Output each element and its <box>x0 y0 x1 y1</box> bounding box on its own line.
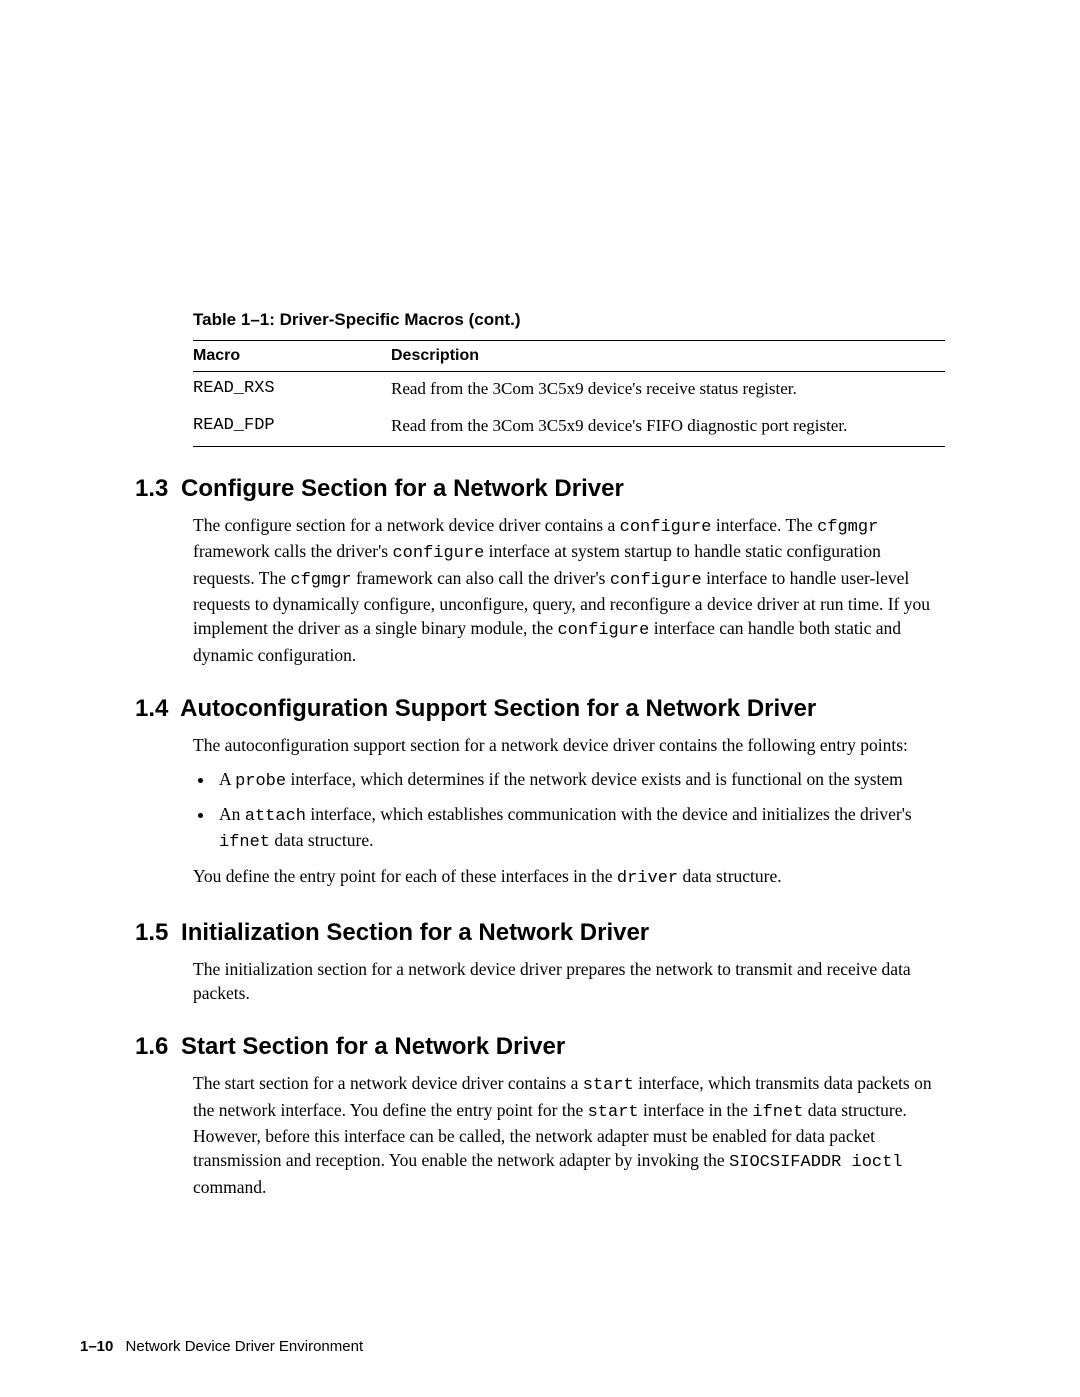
section-1-4-body: The autoconfiguration support section fo… <box>193 733 945 891</box>
section-1-5-body: The initialization section for a network… <box>193 957 945 1005</box>
section-1-3-body: The configure section for a network devi… <box>193 513 945 667</box>
desc-cell: Read from the 3Com 3C5x9 device's receiv… <box>391 372 945 409</box>
macro-cell: READ_FDP <box>193 409 391 446</box>
code-inline: attach <box>245 807 306 826</box>
code-inline: ifnet <box>219 833 270 852</box>
code-inline: start <box>583 1076 634 1095</box>
code-inline: ifnet <box>752 1103 803 1122</box>
text: An <box>219 804 245 824</box>
paragraph: The autoconfiguration support section fo… <box>193 733 945 757</box>
code-inline: driver <box>617 869 678 888</box>
table-row: READ_RXS Read from the 3Com 3C5x9 device… <box>193 372 945 409</box>
macros-table: Macro Description READ_RXS Read from the… <box>193 340 945 447</box>
table-header-row: Macro Description <box>193 341 945 372</box>
text: You define the entry point for each of t… <box>193 866 617 886</box>
text: A <box>219 769 235 789</box>
heading-title: Configure Section for a Network Driver <box>181 475 624 502</box>
text: The configure section for a network devi… <box>193 515 620 535</box>
section-1-6-body: The start section for a network device d… <box>193 1071 945 1199</box>
col-description: Description <box>391 341 945 372</box>
text: command. <box>193 1177 266 1197</box>
code-inline: configure <box>557 621 649 640</box>
text: interface, which determines if the netwo… <box>286 769 903 789</box>
list-item: An attach interface, which establishes c… <box>215 802 945 855</box>
paragraph: The initialization section for a network… <box>193 957 945 1005</box>
heading-title: Start Section for a Network Driver <box>181 1033 565 1060</box>
text: The start section for a network device d… <box>193 1073 583 1093</box>
code-inline: cfgmgr <box>817 518 878 537</box>
code-inline: configure <box>620 518 712 537</box>
code-inline: probe <box>235 772 286 791</box>
content-area: Table 1–1: Driver-Specific Macros (cont.… <box>135 310 945 1199</box>
table-block: Table 1–1: Driver-Specific Macros (cont.… <box>193 310 945 447</box>
heading-number: 1.5 <box>135 919 168 947</box>
paragraph: The start section for a network device d… <box>193 1071 945 1199</box>
heading-number: 1.6 <box>135 1033 168 1061</box>
page-footer: 1–10 Network Device Driver Environment <box>80 1338 363 1355</box>
list-item: A probe interface, which determines if t… <box>215 767 945 793</box>
heading-title: Initialization Section for a Network Dri… <box>181 919 649 946</box>
text: data structure. <box>270 830 374 850</box>
text: framework can also call the driver's <box>352 568 610 588</box>
page-number: 1–10 <box>80 1338 113 1355</box>
table-caption: Table 1–1: Driver-Specific Macros (cont.… <box>193 310 945 334</box>
paragraph: You define the entry point for each of t… <box>193 864 945 890</box>
heading-number: 1.4 <box>135 695 168 723</box>
col-macro: Macro <box>193 341 391 372</box>
text: framework calls the driver's <box>193 541 392 561</box>
code-inline: configure <box>610 571 702 590</box>
text: interface, which establishes communicati… <box>306 804 912 824</box>
text: data structure. <box>678 866 782 886</box>
text: interface. The <box>711 515 817 535</box>
heading-1-6: 1.6 Start Section for a Network Driver <box>135 1033 945 1061</box>
paragraph: The configure section for a network devi… <box>193 513 945 667</box>
desc-cell: Read from the 3Com 3C5x9 device's FIFO d… <box>391 409 945 446</box>
macro-cell: READ_RXS <box>193 372 391 409</box>
bullet-list: A probe interface, which determines if t… <box>193 767 945 854</box>
table-row: READ_FDP Read from the 3Com 3C5x9 device… <box>193 409 945 446</box>
code-inline: SIOCSIFADDR ioctl <box>729 1153 902 1172</box>
heading-number: 1.3 <box>135 475 168 503</box>
page: Table 1–1: Driver-Specific Macros (cont.… <box>0 0 1080 1397</box>
code-inline: start <box>588 1103 639 1122</box>
footer-text: Network Device Driver Environment <box>126 1338 364 1355</box>
code-inline: cfgmgr <box>290 571 351 590</box>
heading-1-3: 1.3 Configure Section for a Network Driv… <box>135 475 945 503</box>
heading-1-5: 1.5 Initialization Section for a Network… <box>135 919 945 947</box>
text: interface in the <box>639 1100 753 1120</box>
heading-title: Autoconfiguration Support Section for a … <box>180 695 816 722</box>
heading-1-4: 1.4 Autoconfiguration Support Section fo… <box>135 695 945 723</box>
code-inline: configure <box>392 544 484 563</box>
